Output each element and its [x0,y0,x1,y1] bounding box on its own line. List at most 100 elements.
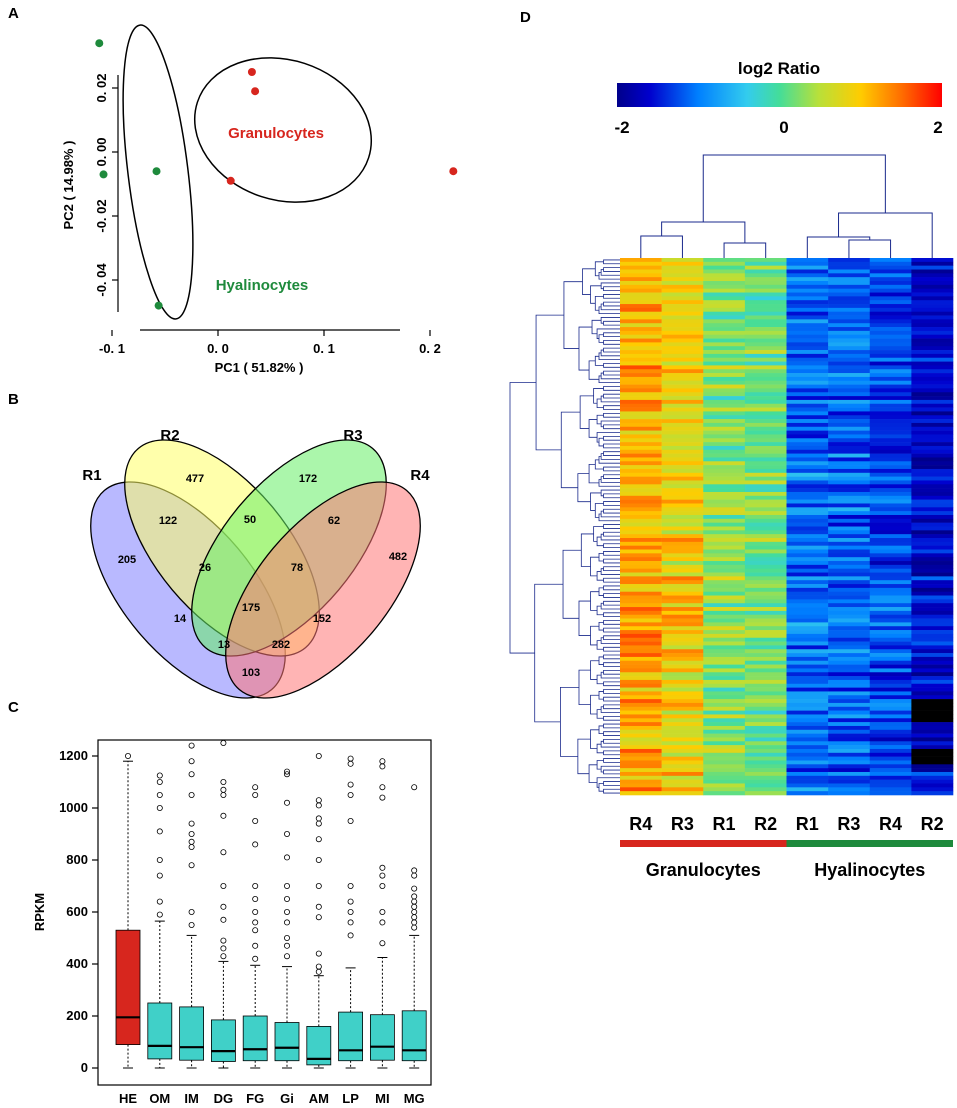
boxplot-y-tick-label: 400 [66,956,88,971]
heatmap-cell [661,603,704,608]
row-dendrogram-branch [590,591,600,611]
heatmap-cell [620,442,662,447]
heatmap-cell [786,725,829,731]
colorbar [617,83,942,107]
heatmap-cell [661,534,704,539]
heatmap-cell [661,284,704,289]
heatmap-cell [786,445,829,451]
heatmap-cell [786,660,829,665]
heatmap-cell [869,526,912,531]
heatmap-cell [911,672,954,677]
heatmap-cell [661,791,704,796]
pca-y-axis-label: PC2 ( 14.98% ) [61,141,76,230]
heatmap-cell [786,706,829,711]
heatmap-cell [703,660,746,665]
heatmap-cell [828,541,871,546]
heatmap-cell [661,702,704,708]
heatmap-cell [828,603,871,608]
heatmap-cell [911,576,954,581]
heatmap-cell [703,415,746,420]
row-dendrogram-branch [603,781,620,786]
heatmap-cell [828,699,871,704]
heatmap-cell [911,541,954,546]
row-dendrogram-branch [603,681,620,687]
heatmap-cell [744,265,787,270]
heatmap-cell [828,791,871,796]
row-dendrogram-branch [603,501,620,506]
heatmap-cell [786,714,829,719]
heatmap-cell [786,365,829,370]
row-dendrogram-branch [603,340,620,345]
heatmap-cell [661,353,704,359]
heatmap-cell [703,430,746,435]
heatmap-cell [786,472,829,477]
row-dendrogram-branch [603,723,620,729]
heatmap-cell [620,495,662,500]
heatmap-cell [786,733,829,738]
heatmap-cell [869,725,912,731]
heatmap-cell [703,269,746,274]
heatmap-cell [786,430,829,435]
box-outlier [411,893,418,900]
heatmap-cell [828,591,871,596]
heatmap-cell [620,610,662,616]
heatmap-cell [661,465,704,470]
heatmap-cell [703,346,746,351]
heatmap-cell [744,656,787,662]
heatmap-cell [744,422,787,428]
heatmap-cell [620,676,662,681]
heatmap-cell [828,679,871,685]
heatmap-cell [786,526,829,531]
heatmap-cell [911,407,954,412]
row-dendrogram-branch [588,764,598,783]
heatmap-cell [869,419,912,424]
heatmap-cell [661,269,704,274]
heatmap-cell [703,518,746,523]
boxplot-category-label: IM [184,1091,198,1106]
heatmap-cell [828,676,871,681]
heatmap-cell [828,718,871,723]
row-dendrogram-branch [598,437,604,447]
heatmap-cell [869,541,912,546]
heatmap-cell [786,622,829,627]
heatmap-cell [620,465,662,470]
heatmap-cell [703,445,746,451]
heatmap-cell [620,645,662,650]
heatmap-cell [786,480,829,485]
heatmap-cell [828,315,871,320]
heatmap-cell [911,760,954,765]
heatmap-cell [661,507,704,512]
venn-count-r3: 172 [299,473,317,485]
heatmap-cell [869,388,912,393]
heatmap-cell [620,284,662,289]
heatmap-cell [744,369,787,374]
heatmap-cell [786,292,829,297]
heatmap-cell [911,434,954,439]
heatmap-cell [786,683,829,688]
heatmap-cell [828,288,871,293]
heatmap-cell [828,445,871,451]
row-dendrogram-branch [598,691,604,700]
heatmap-cell [911,557,954,562]
heatmap-cell [786,419,829,424]
heatmap-cell [869,426,912,431]
venn-label-r2: R2 [160,427,179,444]
heatmap-cell [744,468,787,474]
heatmap-cell [661,610,704,616]
heatmap-cell [744,564,787,569]
box-outlier [315,753,322,760]
heatmap-cell [828,534,871,539]
box-outlier [156,872,163,879]
heatmap-cell [911,534,954,539]
heatmap-cell [744,327,787,332]
heatmap-cell [869,323,912,328]
heatmap-cell [828,549,871,554]
heatmap-cell [661,327,704,332]
heatmap-cell [744,476,787,481]
heatmap-cell [620,369,662,374]
heatmap-cell [786,399,829,405]
heatmap-cell [911,357,954,362]
heatmap-cell [703,771,746,777]
heatmap-cell [786,265,829,270]
granulocyte-point [251,87,260,96]
